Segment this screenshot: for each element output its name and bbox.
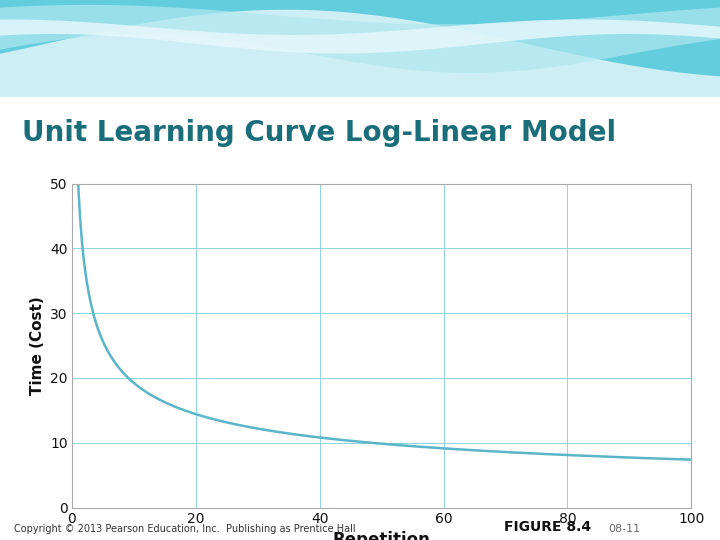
Polygon shape: [0, 19, 720, 53]
Polygon shape: [0, 5, 720, 73]
Text: FIGURE 8.4: FIGURE 8.4: [504, 519, 591, 534]
Text: Copyright © 2013 Pearson Education, Inc.  Publishing as Prentice Hall: Copyright © 2013 Pearson Education, Inc.…: [14, 523, 356, 534]
Y-axis label: Time (Cost): Time (Cost): [30, 296, 45, 395]
X-axis label: Repetition: Repetition: [333, 531, 431, 540]
Text: 08-11: 08-11: [608, 523, 641, 534]
Text: Unit Learning Curve Log-Linear Model: Unit Learning Curve Log-Linear Model: [22, 119, 616, 147]
Polygon shape: [0, 0, 720, 76]
